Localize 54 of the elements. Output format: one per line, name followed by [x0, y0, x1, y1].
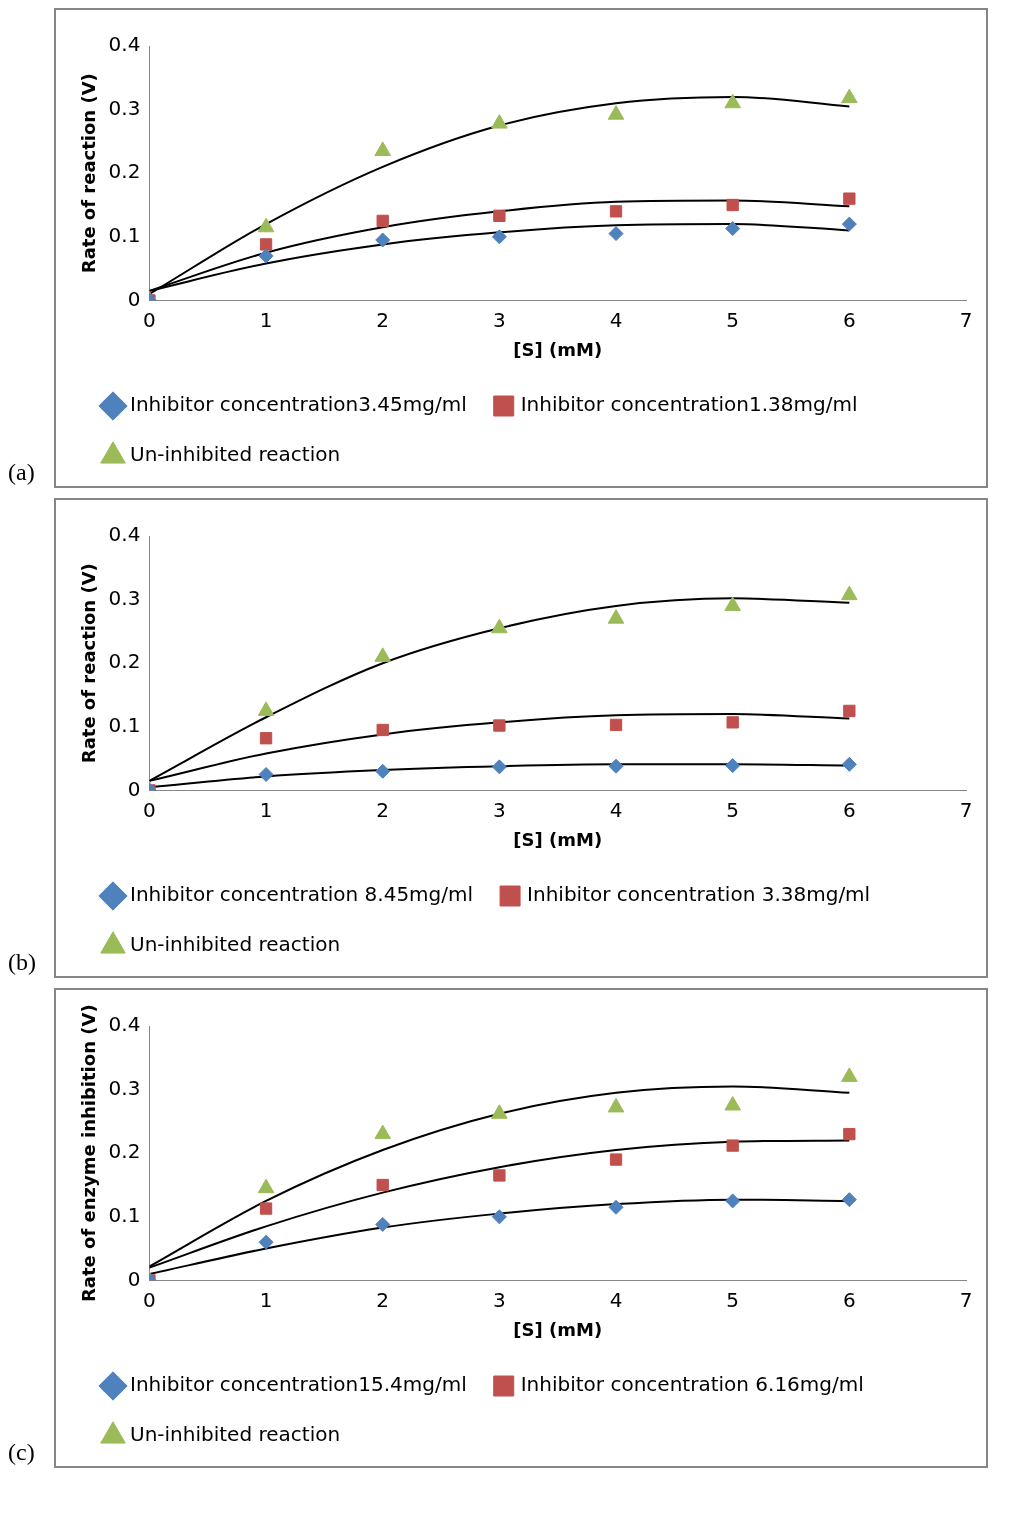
y-axis-title: Rate of enzyme inhibition (V) — [78, 1004, 100, 1303]
x-tick-label: 7 — [959, 1287, 973, 1312]
y-tick-label: 0 — [127, 776, 141, 801]
x-tick-label: 5 — [726, 1287, 740, 1312]
text: (c) — [8, 1439, 36, 1466]
x-tick-label: 6 — [842, 1287, 856, 1312]
y-tick-label: 0 — [127, 1266, 141, 1291]
x-tick-label: 4 — [609, 307, 623, 332]
x-tick-label: 6 — [842, 307, 856, 332]
y-tick-label: 0.4 — [108, 1012, 141, 1037]
x-tick-label: 2 — [376, 1287, 390, 1312]
x-tick-label: 1 — [259, 1287, 273, 1312]
y-tick-label: 0.3 — [108, 585, 141, 610]
text: (a) — [8, 459, 36, 486]
y-tick-label: 0.4 — [108, 32, 141, 57]
y-tick-label: 0.2 — [108, 1139, 141, 1164]
legend-label: Inhibitor concentration3.45mg/ml — [130, 392, 467, 417]
y-tick-label: 0.3 — [108, 1075, 141, 1100]
legend-label: Inhibitor concentration15.4mg/ml — [130, 1372, 467, 1397]
x-tick-label: 6 — [842, 797, 856, 822]
x-axis-title: [S] (mM) — [513, 1318, 603, 1340]
y-axis-title: Rate of reaction (V) — [78, 73, 100, 274]
legend-label: Inhibitor concentration1.38mg/ml — [520, 392, 858, 417]
legend-label: Un-inhibited reaction — [130, 932, 341, 957]
y-tick-label: 0.1 — [108, 1203, 141, 1227]
x-tick-label: 3 — [493, 797, 506, 822]
x-tick-label: 5 — [726, 797, 740, 822]
legend-label: Inhibitor concentration 6.16mg/ml — [520, 1372, 864, 1397]
x-tick-label: 5 — [726, 307, 740, 332]
x-tick-label: 1 — [259, 797, 273, 822]
x-tick-label: 3 — [493, 307, 506, 332]
y-tick-label: 0.2 — [108, 649, 141, 674]
y-axis-title: Rate of reaction (V) — [78, 563, 100, 764]
x-axis-title: [S] (mM) — [513, 828, 603, 850]
x-tick-label: 7 — [959, 797, 973, 822]
legend-label: Un-inhibited reaction — [130, 1422, 341, 1447]
x-tick-label: 4 — [609, 797, 623, 822]
legend-label: Inhibitor concentration 8.45mg/ml — [130, 882, 474, 907]
y-tick-label: 0 — [127, 286, 141, 311]
y-tick-label: 0.1 — [108, 223, 141, 247]
y-tick-label: 0.3 — [108, 95, 141, 120]
legend-label: Un-inhibited reaction — [130, 442, 341, 467]
x-tick-label: 1 — [259, 307, 273, 332]
y-tick-label: 0.4 — [108, 522, 141, 547]
text: (b) — [8, 949, 37, 976]
x-axis-title: [S] (mM) — [513, 338, 603, 360]
y-tick-label: 0.2 — [108, 159, 141, 184]
x-tick-label: 3 — [493, 1287, 506, 1312]
x-tick-label: 2 — [376, 797, 390, 822]
x-tick-label: 7 — [959, 307, 973, 332]
legend-label: Inhibitor concentration 3.38mg/ml — [527, 882, 871, 907]
x-tick-label: 4 — [609, 1287, 623, 1312]
y-tick-label: 0.1 — [108, 713, 141, 737]
x-tick-label: 2 — [376, 307, 390, 332]
